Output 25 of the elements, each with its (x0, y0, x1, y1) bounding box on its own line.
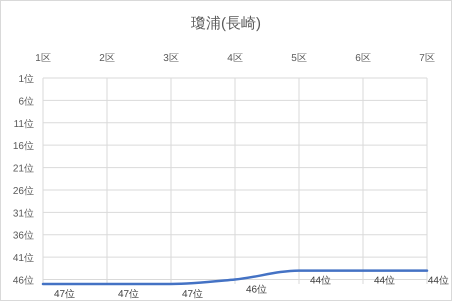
y-tick-label: 46位 (12, 274, 34, 287)
x-tick-label: 1区 (35, 53, 51, 64)
chart-title: 瓊浦(長崎) (191, 15, 261, 32)
y-tick-label: 21位 (12, 162, 34, 175)
x-tick-label: 6区 (355, 53, 371, 64)
x-tick-label: 4区 (227, 53, 243, 64)
x-tick-label: 5区 (291, 53, 307, 64)
y-tick-label: 6位 (18, 95, 34, 108)
y-tick-label: 31位 (12, 207, 34, 220)
data-label: 44位 (310, 274, 332, 287)
data-label: 47位 (54, 288, 76, 300)
x-tick-label: 2区 (99, 53, 115, 64)
data-label: 44位 (374, 274, 396, 287)
data-label: 44位 (428, 274, 449, 287)
y-tick-label: 11位 (14, 118, 34, 130)
x-tick-label: 3区 (163, 53, 179, 64)
y-tick-label: 26位 (12, 184, 34, 197)
y-tick-label: 1位 (18, 73, 34, 85)
data-label: 46位 (246, 284, 268, 296)
y-tick-label: 16位 (12, 140, 34, 152)
x-tick-label: 7区 (419, 53, 435, 64)
y-tick-label: 36位 (12, 230, 34, 242)
data-label: 47位 (118, 288, 140, 300)
y-tick-label: 41位 (12, 252, 34, 264)
data-label: 47位 (182, 288, 204, 300)
